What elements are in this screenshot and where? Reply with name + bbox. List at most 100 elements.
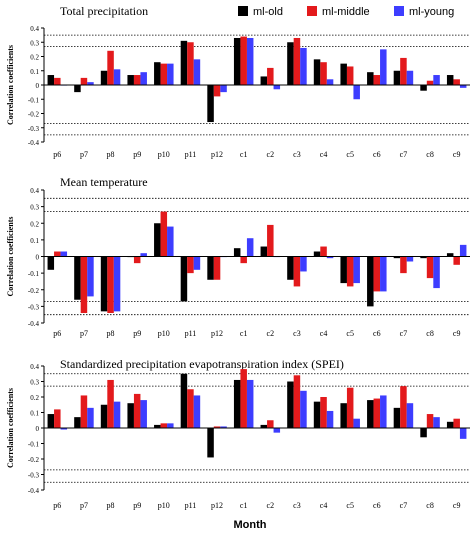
bar-ml-middle <box>240 256 247 264</box>
bar-ml-old <box>154 62 161 85</box>
y-tick-label: -0.4 <box>28 487 40 495</box>
bar-ml-middle <box>107 50 114 85</box>
bar-ml-old <box>420 85 427 91</box>
bar-ml-old <box>233 248 241 257</box>
bar-ml-old <box>393 256 401 259</box>
bar-ml-middle <box>453 79 460 85</box>
bar-ml-old <box>47 414 55 428</box>
legend: ml-old ml-middle ml-young <box>238 6 454 18</box>
bar-ml-middle <box>267 224 274 257</box>
bar-ml-middle <box>320 246 327 257</box>
bar-ml-young <box>300 256 307 272</box>
bar-ml-young <box>140 253 147 257</box>
bar-ml-middle <box>160 211 168 257</box>
bar-ml-old <box>420 256 427 259</box>
bar-ml-old <box>420 428 427 438</box>
x-tick-label: p10 <box>158 501 170 510</box>
bar-ml-middle <box>373 256 381 292</box>
bar-ml-young <box>246 238 254 257</box>
y-tick-label: 0.3 <box>30 204 39 212</box>
bar-ml-middle <box>54 251 61 257</box>
bar-ml-young <box>140 72 147 85</box>
x-tick-label: c8 <box>426 501 434 510</box>
bar-ml-old <box>74 85 81 93</box>
y-tick-label: 0.2 <box>30 54 39 62</box>
bar-ml-middle <box>426 414 434 428</box>
bar-ml-young <box>406 403 414 428</box>
bar-ml-middle <box>293 375 301 428</box>
x-tick-label: c2 <box>267 501 275 510</box>
bar-ml-old <box>233 379 241 428</box>
bar-ml-middle <box>293 256 301 287</box>
bar-ml-middle <box>453 418 460 428</box>
x-tick-label: c4 <box>320 329 328 338</box>
bar-ml-old <box>340 256 347 284</box>
x-tick-label: c4 <box>320 501 328 510</box>
bar-ml-old <box>180 40 188 85</box>
y-tick-label: -0.2 <box>28 287 40 295</box>
bar-ml-old <box>74 417 81 428</box>
bar-ml-young <box>87 82 94 85</box>
bar-ml-young <box>87 407 94 428</box>
y-tick-label: -0.4 <box>28 139 40 147</box>
x-tick-label: c7 <box>400 329 408 338</box>
x-tick-label: c7 <box>400 501 408 510</box>
x-tick-label: p9 <box>133 150 141 159</box>
y-tick-label: -0.1 <box>28 96 40 104</box>
bar-ml-young <box>113 256 121 312</box>
y-tick-label: -0.1 <box>28 441 40 449</box>
x-tick-label: p11 <box>185 150 197 159</box>
x-tick-label: c1 <box>240 501 248 510</box>
bar-ml-old <box>446 421 454 428</box>
bar-ml-young <box>140 400 147 428</box>
bar-ml-middle <box>54 77 61 86</box>
bar-ml-old <box>260 424 268 428</box>
bar-ml-old <box>446 75 454 85</box>
chart-title: Mean temperature <box>60 175 148 189</box>
bar-ml-middle <box>373 398 381 428</box>
legend-swatch-ml-middle <box>307 6 317 16</box>
y-tick-label: -0.3 <box>28 125 40 133</box>
bar-ml-middle <box>187 389 194 428</box>
x-tick-label: c6 <box>373 329 381 338</box>
bar-ml-middle <box>160 423 168 428</box>
legend-swatch-ml-old <box>238 6 248 16</box>
y-tick-label: -0.3 <box>28 472 40 480</box>
bar-ml-old <box>47 75 55 85</box>
bar-ml-young <box>167 226 174 257</box>
bar-ml-middle <box>320 397 327 428</box>
bar-ml-young <box>300 47 307 85</box>
bar-ml-middle <box>400 57 407 85</box>
bar-ml-young <box>246 379 254 428</box>
x-tick-label: p6 <box>53 329 61 338</box>
x-tick-label: c5 <box>346 329 354 338</box>
chart-title: Standardized precipitation evapotranspir… <box>60 357 344 371</box>
x-tick-label: p12 <box>211 150 223 159</box>
y-tick-label: 0 <box>36 254 40 262</box>
legend-swatch-ml-young <box>394 6 404 16</box>
y-tick-label: -0.3 <box>28 303 40 311</box>
bar-ml-middle <box>80 77 88 86</box>
bar-ml-middle <box>133 393 141 428</box>
bar-ml-middle <box>107 379 114 428</box>
bar-ml-old <box>260 246 268 257</box>
bar-ml-old <box>47 256 55 270</box>
y-tick-label: 0.3 <box>30 39 39 47</box>
x-tick-label: p10 <box>158 329 170 338</box>
bar-ml-old <box>340 403 347 428</box>
bar-ml-old <box>207 256 214 280</box>
x-tick-label: c2 <box>267 329 275 338</box>
x-tick-label: c9 <box>453 329 461 338</box>
x-tick-label: c4 <box>320 150 328 159</box>
panel-spei: Standardized precipitation evapotranspir… <box>6 357 470 510</box>
bar-ml-young <box>433 417 440 428</box>
x-tick-label: c1 <box>240 150 248 159</box>
bar-ml-young <box>433 256 440 289</box>
bar-ml-old <box>100 256 108 312</box>
bar-ml-young <box>60 428 68 430</box>
chart-title: Total precipitation <box>60 4 148 18</box>
bar-ml-old <box>207 85 214 123</box>
x-tick-label: c3 <box>293 329 301 338</box>
bar-ml-old <box>313 59 321 85</box>
x-tick-label: p7 <box>80 501 88 510</box>
